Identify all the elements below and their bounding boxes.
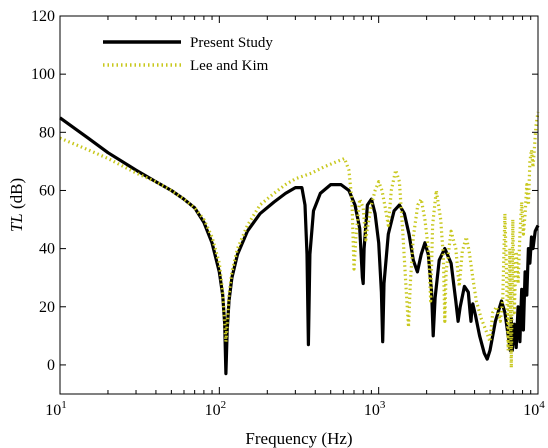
x-tick-label: 104 bbox=[523, 399, 545, 419]
x-tick-label: 102 bbox=[205, 399, 227, 419]
y-tick-label: 60 bbox=[39, 182, 55, 199]
legend: Present Study Lee and Kim bbox=[103, 35, 273, 74]
y-tick-label: 40 bbox=[39, 241, 55, 258]
y-tick-label: 80 bbox=[39, 124, 55, 141]
series-layer bbox=[59, 111, 540, 376]
series-line-present-study bbox=[59, 116, 540, 376]
ticks-layer bbox=[59, 15, 539, 394]
x-tick-label: 101 bbox=[45, 399, 67, 419]
y-tick-label: 0 bbox=[47, 357, 55, 374]
y-tick-label: 120 bbox=[31, 8, 55, 25]
x-tick-label: 103 bbox=[364, 399, 386, 419]
legend-label-present-study: Present Study bbox=[190, 35, 273, 51]
x-axis-label: Frequency (Hz) bbox=[245, 429, 352, 448]
legend-label-lee-and-kim: Lee and Kim bbox=[190, 58, 269, 74]
plot-frame bbox=[59, 15, 539, 395]
y-axis-label-unit: (dB) bbox=[7, 178, 26, 213]
y-axis-label: TL (dB) bbox=[7, 178, 26, 232]
y-tick-label: 100 bbox=[31, 66, 55, 83]
y-axis-label-italic: TL bbox=[7, 213, 26, 232]
labels-layer: 0 20 40 60 80 100 120 101 102 103 104 bbox=[31, 8, 545, 419]
y-tick-label: 20 bbox=[39, 299, 55, 316]
plot-background bbox=[60, 16, 538, 394]
